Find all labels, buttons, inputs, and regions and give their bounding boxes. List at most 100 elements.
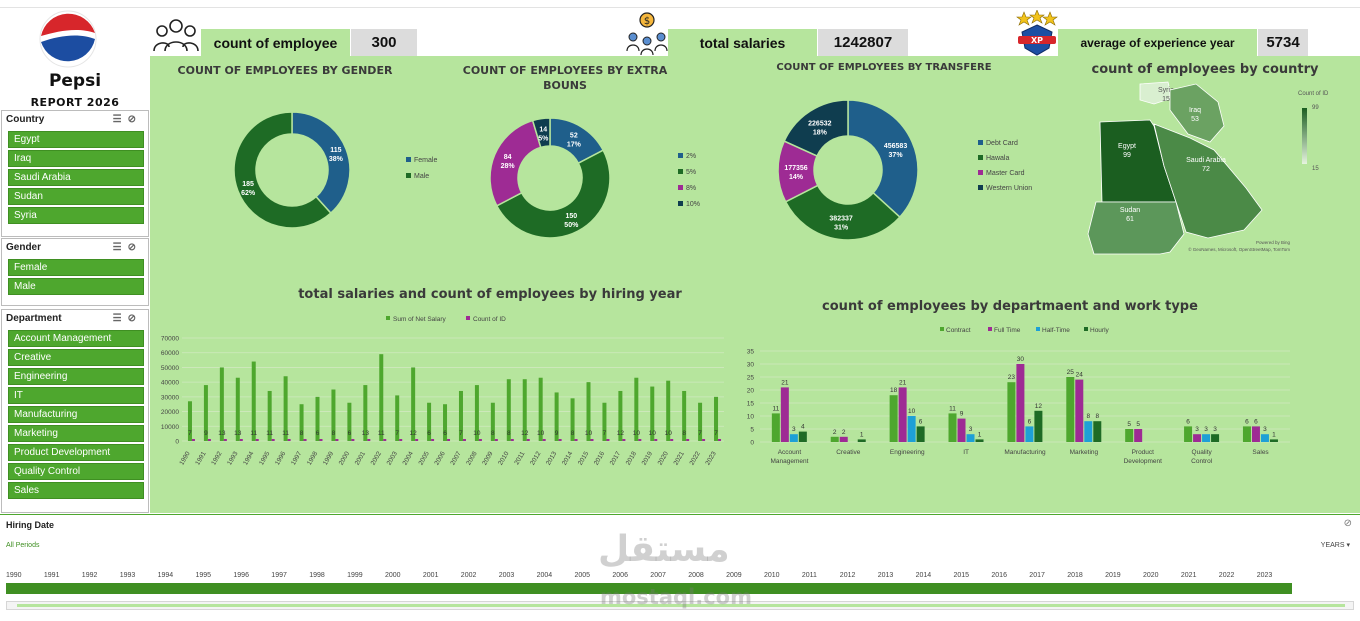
dept-bar[interactable]	[1251, 426, 1260, 442]
hiring-count-bar[interactable]	[319, 439, 323, 441]
hiring-salary-bar[interactable]	[219, 367, 224, 441]
timeline-year-label[interactable]: 2022	[1218, 572, 1235, 579]
timeline-year-label[interactable]: 1990	[6, 572, 22, 579]
dept-bar[interactable]	[798, 431, 807, 442]
timeline-year-label[interactable]: 2016	[991, 572, 1007, 579]
hiring-salary-bar[interactable]	[698, 402, 703, 441]
timeline-year-label[interactable]: 2015	[953, 572, 970, 579]
hiring-count-bar[interactable]	[542, 439, 546, 441]
dept-bar[interactable]	[966, 434, 975, 442]
transfer_chart-slice-western-union[interactable]	[783, 99, 849, 157]
hiring-count-bar[interactable]	[622, 439, 626, 441]
timeline-year-label[interactable]: 1993	[119, 572, 136, 579]
timeline-year-label[interactable]: 1992	[81, 572, 98, 579]
hiring-salary-bar[interactable]	[427, 402, 432, 441]
slicer-item-creative[interactable]: Creative	[8, 349, 144, 366]
slicer-item-sales[interactable]: Sales	[8, 482, 144, 499]
hiring-count-bar[interactable]	[606, 439, 610, 441]
hiring-count-bar[interactable]	[718, 439, 722, 441]
hiring-count-bar[interactable]	[702, 439, 706, 441]
hiring-salary-bar[interactable]	[586, 382, 591, 441]
timeline-year-label[interactable]: 2001	[422, 572, 439, 579]
timeline-year-label[interactable]: 2002	[460, 572, 477, 579]
hiring-count-bar[interactable]	[207, 439, 211, 441]
dept-bar[interactable]	[1093, 421, 1102, 442]
hiring-salary-bar[interactable]	[538, 377, 543, 441]
clear-filter-icon[interactable]: ⊘	[1343, 518, 1352, 529]
slicer-item-engineering[interactable]: Engineering	[8, 368, 144, 385]
slicer-item-marketing[interactable]: Marketing	[8, 425, 144, 442]
dept-bar[interactable]	[1184, 426, 1193, 442]
timeline-year-label[interactable]: 2020	[1143, 572, 1159, 579]
timeline-unit-dropdown[interactable]: YEARS ▾	[1321, 541, 1350, 549]
slicer-item-quality-control[interactable]: Quality Control	[8, 463, 144, 480]
hiring-salary-bar[interactable]	[299, 404, 304, 441]
timeline-year-label[interactable]: 2004	[536, 572, 553, 579]
hiring-salary-bar[interactable]	[411, 367, 416, 441]
hiring-count-bar[interactable]	[494, 439, 498, 441]
dept-bar[interactable]	[1260, 434, 1269, 442]
hiring-salary-bar[interactable]	[714, 396, 719, 441]
hiring-salary-bar[interactable]	[235, 377, 240, 441]
dept-bar[interactable]	[1125, 429, 1134, 442]
hiring-count-bar[interactable]	[255, 439, 259, 441]
hiring-salary-bar[interactable]	[522, 379, 527, 441]
hiring-count-bar[interactable]	[383, 439, 387, 441]
timeline-year-label[interactable]: 2013	[877, 572, 894, 579]
timeline-year-label[interactable]: 2005	[574, 572, 591, 579]
hiring-salary-bar[interactable]	[347, 402, 352, 441]
hiring-salary-bar[interactable]	[458, 390, 463, 441]
timeline-year-label[interactable]: 2007	[650, 572, 666, 579]
hiring-count-bar[interactable]	[590, 439, 594, 441]
hiring-salary-bar[interactable]	[203, 385, 208, 441]
timeline-year-label[interactable]: 2011	[801, 572, 817, 579]
hiring-count-bar[interactable]	[670, 439, 674, 441]
hiring-salary-bar[interactable]	[315, 396, 320, 441]
hiring-count-bar[interactable]	[526, 439, 530, 441]
hiring-count-bar[interactable]	[654, 439, 658, 441]
slicer-item-account-management[interactable]: Account Management	[8, 330, 144, 347]
hiring-count-bar[interactable]	[271, 439, 275, 441]
hiring-salary-bar[interactable]	[618, 390, 623, 441]
dept-bar[interactable]	[1242, 426, 1251, 442]
gender_chart-slice-male[interactable]	[233, 111, 332, 229]
hiring-count-bar[interactable]	[686, 439, 690, 441]
dept-bar[interactable]	[1211, 434, 1220, 442]
timeline-year-label[interactable]: 1991	[43, 572, 60, 579]
hiring-salary-bar[interactable]	[570, 398, 575, 441]
timeline-year-label[interactable]: 1995	[195, 572, 212, 579]
clear-filter-icon[interactable]: ⊘	[127, 242, 142, 253]
hiring-count-bar[interactable]	[335, 439, 339, 441]
hiring-count-bar[interactable]	[367, 439, 371, 441]
timeline-year-label[interactable]: 2008	[688, 572, 704, 579]
dept-bar[interactable]	[1134, 429, 1143, 442]
timeline-year-label[interactable]: 2010	[764, 572, 780, 579]
multi-select-icon[interactable]: ☰	[112, 114, 128, 125]
hiring-salary-bar[interactable]	[331, 389, 336, 442]
dept-bar[interactable]	[1066, 377, 1075, 442]
hiring-count-bar[interactable]	[399, 439, 403, 441]
timeline-selection-bar[interactable]	[6, 583, 1292, 594]
timeline-year-label[interactable]: 1997	[271, 572, 287, 579]
map-region-syria[interactable]	[1139, 81, 1173, 105]
bonus_chart-slice-8-[interactable]	[489, 119, 542, 207]
dept-bar[interactable]	[780, 387, 789, 442]
slicer-item-male[interactable]: Male	[8, 278, 144, 295]
timeline-year-label[interactable]: 1998	[309, 572, 325, 579]
clear-filter-icon[interactable]: ⊘	[127, 313, 142, 324]
hiring-count-bar[interactable]	[510, 439, 514, 441]
timeline-year-label[interactable]: 2021	[1180, 572, 1197, 579]
dept-bar[interactable]	[889, 395, 898, 442]
timeline-year-label[interactable]: 2019	[1105, 572, 1121, 579]
slicer-item-female[interactable]: Female	[8, 259, 144, 276]
map-region-sudan[interactable]	[1087, 201, 1185, 255]
bonus_chart-slice-5-[interactable]	[495, 149, 611, 239]
hiring-count-bar[interactable]	[191, 439, 195, 441]
hiring-count-bar[interactable]	[223, 439, 227, 441]
timeline-scroll-thumb[interactable]	[17, 604, 1345, 607]
clear-filter-icon[interactable]: ⊘	[127, 114, 142, 125]
timeline-year-label[interactable]: 2018	[1067, 572, 1083, 579]
slicer-item-iraq[interactable]: Iraq	[8, 150, 144, 167]
dept-bar[interactable]	[1269, 439, 1278, 442]
timeline-year-label[interactable]: 1999	[347, 572, 363, 579]
